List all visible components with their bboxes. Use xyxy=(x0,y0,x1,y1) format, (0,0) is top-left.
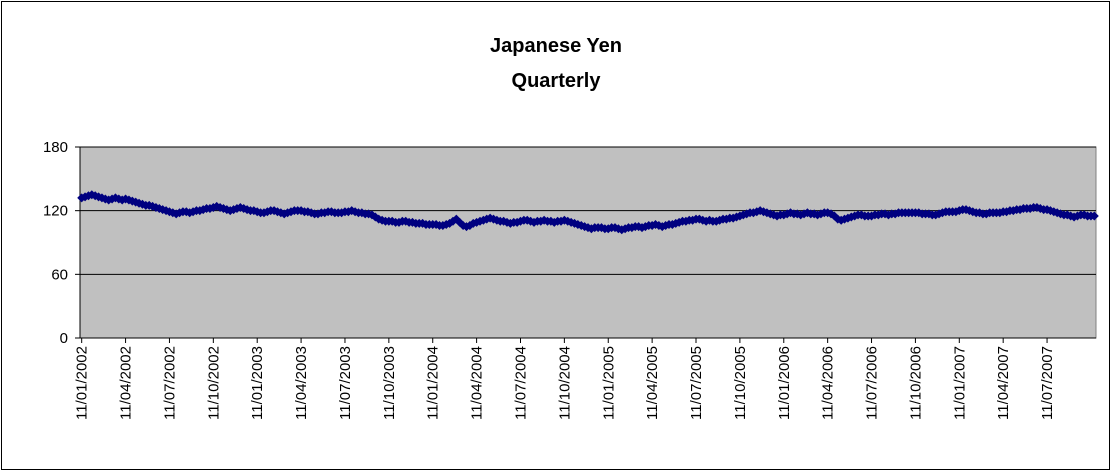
x-tick-label: 11/01/2007 xyxy=(951,346,968,420)
x-tick-label: 11/01/2005 xyxy=(600,346,617,420)
y-tick-label: 180 xyxy=(43,139,68,156)
y-tick-label: 60 xyxy=(51,266,68,283)
x-tick-label: 11/10/2004 xyxy=(556,346,573,420)
plot-area xyxy=(79,146,1097,339)
x-tick-label: 11/07/2007 xyxy=(1039,346,1056,420)
x-tick-label: 11/04/2004 xyxy=(469,346,486,420)
x-tick-label: 11/04/2007 xyxy=(995,346,1012,420)
y-tick-label: 0 xyxy=(60,330,68,347)
chart-subtitle: Quarterly xyxy=(512,70,602,92)
y-tick-label: 120 xyxy=(43,203,68,220)
x-tick-label: 11/10/2005 xyxy=(732,346,749,420)
x-tick-label: 11/04/2005 xyxy=(644,346,661,420)
x-tick-label: 11/04/2003 xyxy=(293,346,310,420)
x-tick-label: 11/07/2003 xyxy=(337,346,354,420)
x-tick-label: 11/01/2002 xyxy=(74,346,91,420)
x-tick-label: 11/07/2004 xyxy=(512,346,529,420)
x-tick-label: 11/01/2003 xyxy=(249,346,266,420)
x-tick-label: 11/01/2006 xyxy=(776,346,793,420)
x-tick-label: 11/04/2002 xyxy=(118,346,135,420)
x-tick-label: 11/04/2006 xyxy=(820,346,837,420)
x-tick-label: 11/10/2003 xyxy=(381,346,398,420)
data-point xyxy=(1089,211,1099,221)
chart-title: Japanese Yen xyxy=(490,35,622,57)
x-tick-label: 11/07/2006 xyxy=(864,346,881,420)
x-tick-label: 11/10/2002 xyxy=(205,346,222,420)
x-tick-label: 11/07/2002 xyxy=(161,346,178,420)
x-tick-label: 11/01/2004 xyxy=(425,346,442,420)
x-tick-label: 11/10/2006 xyxy=(907,346,924,420)
x-tick-label: 11/07/2005 xyxy=(688,346,705,420)
